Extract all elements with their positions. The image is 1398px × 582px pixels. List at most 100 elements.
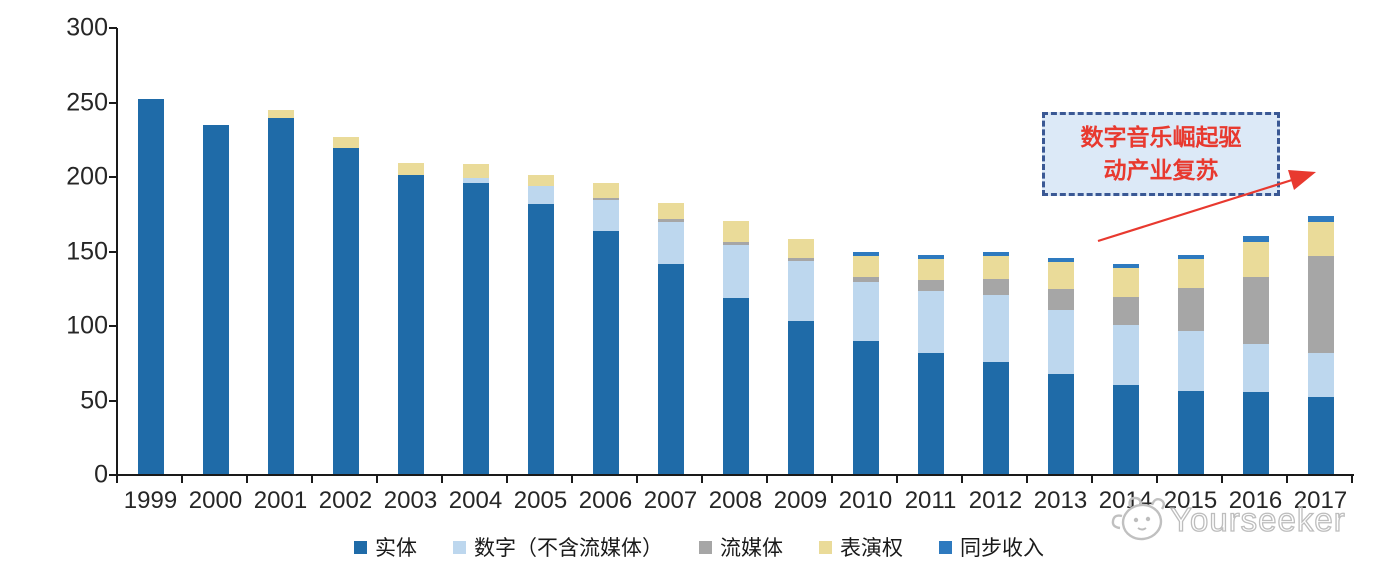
- legend-item: 数字（不含流媒体）: [453, 532, 663, 562]
- bar-2011: [917, 254, 944, 474]
- legend-label: 同步收入: [960, 537, 1044, 560]
- segment-2015: [1177, 259, 1204, 288]
- segment-2011: [917, 280, 944, 291]
- x-tick-mark: [441, 476, 443, 483]
- legend-swatch-icon: [354, 540, 367, 554]
- x-tick-mark: [1221, 476, 1223, 483]
- y-tick-mark: [109, 101, 117, 104]
- segment-2013: [1047, 310, 1074, 375]
- legend-swatch-icon: [699, 540, 712, 554]
- segment-2017: [1307, 396, 1334, 474]
- segment-2011: [917, 254, 944, 260]
- segment-2004: [462, 177, 489, 184]
- segment-2017: [1307, 353, 1334, 397]
- x-tick-label-2016: 2016: [1228, 487, 1283, 514]
- segment-2003: [397, 162, 424, 175]
- x-tick-mark: [506, 476, 508, 483]
- segment-2003: [397, 174, 424, 474]
- y-tick-mark: [109, 250, 117, 253]
- legend-item: 同步收入: [939, 532, 1044, 562]
- y-tick-label-300: 300: [66, 13, 108, 42]
- x-tick-label-2002: 2002: [318, 487, 373, 514]
- legend-swatch-icon: [819, 540, 832, 554]
- segment-2012: [982, 256, 1009, 279]
- x-tick-label-2001: 2001: [253, 487, 308, 514]
- segment-2010: [852, 277, 879, 282]
- y-tick-label-150: 150: [66, 237, 108, 265]
- segment-2005: [527, 174, 554, 187]
- segment-2014: [1112, 263, 1139, 269]
- y-tick-mark: [109, 176, 117, 178]
- x-tick-mark: [961, 476, 963, 483]
- x-tick-mark: [376, 476, 378, 483]
- segment-2016: [1242, 241, 1269, 278]
- segment-2004: [462, 183, 489, 474]
- x-tick-mark: [701, 476, 703, 483]
- x-tick-mark: [831, 476, 833, 483]
- legend-swatch-icon: [453, 540, 466, 554]
- segment-2017: [1307, 222, 1334, 257]
- segment-2008: [722, 298, 749, 474]
- bar-1999: [137, 98, 164, 474]
- segment-2013: [1047, 257, 1074, 263]
- x-tick-mark: [246, 476, 248, 483]
- segment-2010: [852, 252, 879, 257]
- x-tick-mark: [896, 476, 898, 483]
- bar-2008: [722, 220, 749, 474]
- segment-2001: [267, 110, 294, 118]
- bar-2005: [527, 174, 554, 474]
- x-tick-mark: [181, 476, 183, 483]
- bar-2016: [1242, 235, 1269, 474]
- segment-2000: [202, 125, 229, 474]
- x-tick-label-2008: 2008: [708, 487, 763, 514]
- x-tick-mark: [636, 476, 638, 483]
- x-tick-label-2012: 2012: [968, 487, 1023, 514]
- bar-2014: [1112, 263, 1139, 474]
- bar-2010: [852, 252, 879, 474]
- x-tick-mark: [311, 476, 313, 483]
- segment-2014: [1112, 268, 1139, 297]
- y-tick-label-200: 200: [66, 162, 108, 191]
- segment-2010: [852, 256, 879, 278]
- segment-2012: [982, 362, 1009, 474]
- bar-2013: [1047, 257, 1074, 474]
- segment-2011: [917, 353, 944, 474]
- segment-2008: [722, 244, 749, 299]
- bar-2002: [332, 137, 359, 474]
- x-tick-mark: [1026, 476, 1028, 483]
- annotation-line-1: 数字音乐崛起驱: [1080, 124, 1242, 150]
- y-tick-mark: [109, 325, 117, 327]
- x-tick-label-2013: 2013: [1033, 487, 1088, 514]
- bar-2015: [1177, 255, 1204, 474]
- segment-2010: [852, 281, 879, 342]
- bar-2012: [982, 252, 1009, 474]
- segment-2012: [982, 278, 1009, 296]
- x-tick-mark: [1286, 476, 1288, 483]
- segment-2013: [1047, 289, 1074, 311]
- segment-2009: [787, 260, 814, 321]
- bar-2000: [202, 125, 229, 474]
- segment-2011: [917, 290, 944, 354]
- y-tick-label-50: 50: [80, 386, 108, 414]
- segment-2013: [1047, 374, 1074, 474]
- segment-2009: [787, 257, 814, 261]
- x-tick-label-1999: 1999: [123, 487, 178, 514]
- chart-legend: 实体 数字（不含流媒体） 流媒体 表演权 同步收入: [0, 532, 1398, 562]
- legend-label: 数字（不含流媒体）: [474, 537, 663, 560]
- segment-2006: [592, 183, 619, 199]
- x-tick-label-2000: 2000: [188, 487, 243, 514]
- y-tick-mark: [109, 474, 117, 476]
- segment-2007: [657, 202, 684, 220]
- segment-2007: [657, 222, 684, 264]
- segment-2016: [1242, 392, 1269, 474]
- x-tick-mark: [1091, 476, 1093, 483]
- legend-item: 流媒体: [699, 532, 783, 562]
- watermark: Yourseeker: [1108, 494, 1346, 546]
- segment-2008: [722, 241, 749, 245]
- x-tick-mark: [116, 476, 118, 483]
- y-tick-label-0: 0: [94, 460, 108, 489]
- y-tick-label-250: 250: [66, 88, 108, 116]
- x-tick-label-2010: 2010: [838, 487, 893, 514]
- legend-label: 实体: [375, 537, 417, 560]
